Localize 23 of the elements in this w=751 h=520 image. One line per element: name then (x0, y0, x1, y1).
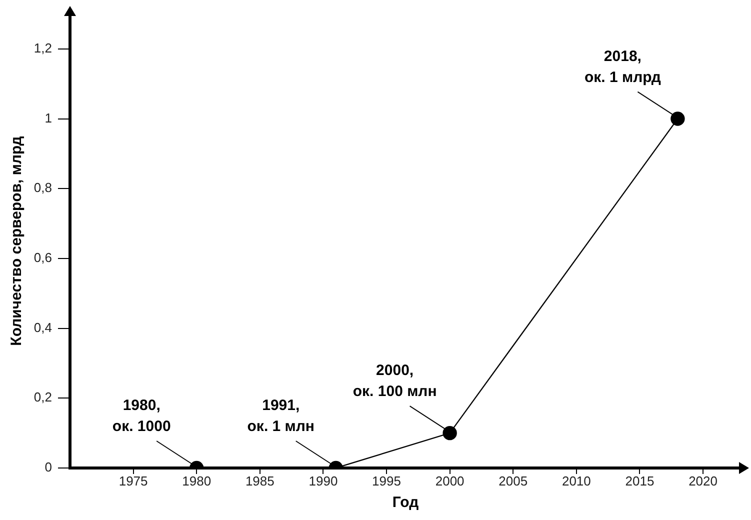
annotation: 1991, ок. 1 млн (247, 397, 314, 435)
annotation: 2000, ок. 100 млн (352, 362, 437, 400)
annotation: 1980, ок. 1000 (112, 397, 171, 435)
y-tick-label: 1,2 (34, 40, 52, 56)
x-tick-label: 2010 (562, 473, 591, 488)
y-tick-label: 0,4 (34, 320, 52, 335)
x-tick-label: 1985 (245, 473, 274, 488)
y-axis-title: Количество серверов, млрд (8, 136, 26, 346)
x-axis-title: Год (392, 494, 420, 512)
y-tick-label: 0,6 (34, 250, 52, 266)
x-tick-label: 1980 (182, 473, 212, 488)
x-tick-label: 1995 (372, 473, 401, 488)
x-tick-label: 1990 (308, 473, 338, 488)
x-tick-label: 2020 (688, 473, 718, 488)
y-tick-label: 0 (44, 460, 52, 475)
y-tick-label: 0,2 (34, 390, 52, 405)
x-tick-label: 1975 (118, 473, 148, 488)
y-tick-label: 1 (44, 110, 52, 126)
x-tick-label: 2015 (625, 473, 654, 488)
y-tick-label: 0,8 (34, 180, 52, 196)
x-tick-label: 2005 (498, 473, 528, 488)
annotation: 2018, ок. 1 млрд (584, 48, 662, 86)
x-tick-label: 2000 (435, 473, 464, 488)
